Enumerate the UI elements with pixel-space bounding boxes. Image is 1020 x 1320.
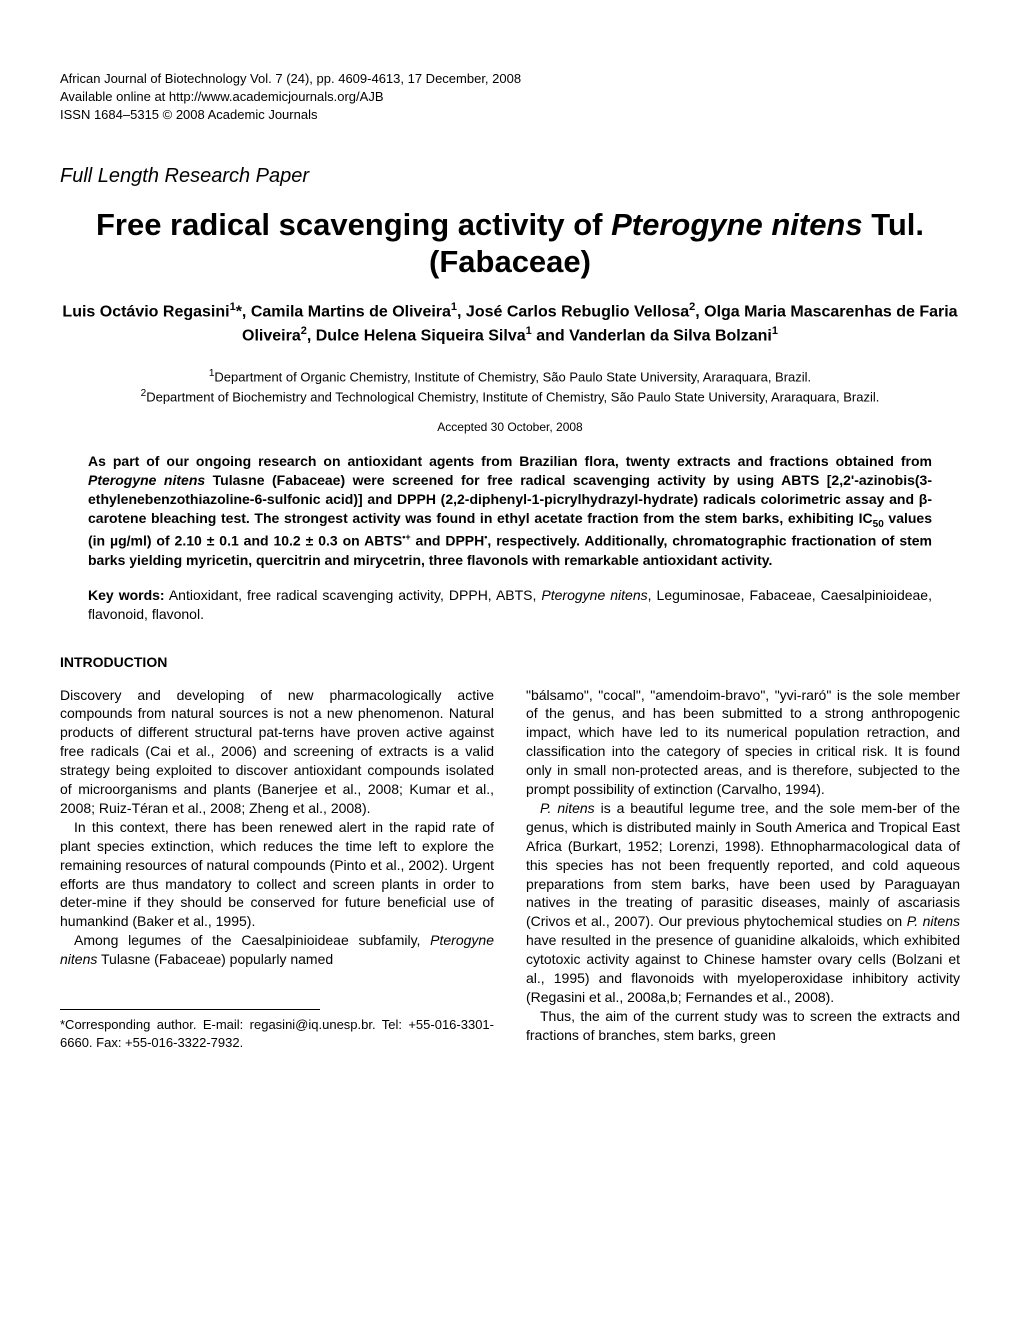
abstract-text-1: As part of our ongoing research on antio… [88, 453, 932, 469]
introduction-heading: INTRODUCTION [60, 654, 960, 670]
author-6-affil: 1 [772, 325, 778, 337]
abstract-text-4: and DPPH [411, 533, 485, 549]
intro-p3-text-1: Among legumes of the Caesalpinioideae su… [74, 932, 430, 948]
affiliation-2: 2Department of Biochemistry and Technolo… [60, 387, 960, 407]
affiliation-1: 1Department of Organic Chemistry, Instit… [60, 367, 960, 387]
author-2: Camila Martins de Oliveira [251, 303, 451, 320]
accepted-date: Accepted 30 October, 2008 [60, 420, 960, 434]
author-1-corresp: *, [236, 303, 251, 320]
affil-1-text: Department of Organic Chemistry, Institu… [214, 370, 811, 385]
corresponding-author-footnote: *Corresponding author. E-mail: regasini@… [60, 1016, 494, 1051]
sep-2: , [457, 303, 466, 320]
author-5: Dulce Helena Siqueira Silva [316, 327, 526, 344]
affil-2-text: Department of Biochemistry and Technolog… [146, 389, 879, 404]
abstract-sup-1: •+ [402, 532, 410, 542]
affiliations: 1Department of Organic Chemistry, Instit… [60, 367, 960, 406]
abstract: As part of our ongoing research on antio… [88, 452, 932, 569]
intro-p1: Discovery and developing of new pharmaco… [60, 686, 494, 818]
title-text-1: Free radical scavenging activity of [96, 207, 611, 242]
footnote-separator [60, 1009, 320, 1010]
keywords: Key words: Antioxidant, free radical sca… [88, 586, 932, 624]
keywords-text-1: Antioxidant, free radical scavenging act… [165, 587, 542, 603]
article-type: Full Length Research Paper [60, 165, 960, 188]
intro-p3: Among legumes of the Caesalpinioideae su… [60, 931, 494, 969]
intro-p5-species-1: P. nitens [540, 800, 595, 816]
journal-url: Available online at http://www.academicj… [60, 88, 960, 106]
intro-p5-text-1: is a beautiful legume tree, and the sole… [526, 800, 960, 929]
keywords-label: Key words: [88, 587, 165, 603]
authors-list: Luis Octávio Regasini 1 *, Camila Martins … [60, 300, 960, 347]
author-6: Vanderlan da Silva Bolzani [569, 327, 772, 344]
sep-4: , [307, 327, 316, 344]
abstract-text-2: Tulasne (Fabaceae) were screened for fre… [88, 472, 932, 526]
author-1: Luis Octávio Regasini [62, 303, 229, 320]
intro-p6: Thus, the aim of the current study was t… [526, 1007, 960, 1045]
article-title: Free radical scavenging activity of Pter… [60, 206, 960, 280]
intro-p4: "bálsamo", "cocal", "amendoim-bravo", "y… [526, 686, 960, 799]
intro-p2: In this context, there has been renewed … [60, 818, 494, 931]
sep-3: , [695, 303, 704, 320]
intro-p5-text-2: have resulted in the presence of guanidi… [526, 932, 960, 1005]
intro-p5-species-2: P. nitens [907, 913, 960, 929]
abstract-sub: 50 [873, 519, 884, 530]
sep-5: and [532, 327, 569, 344]
column-left: Discovery and developing of new pharmaco… [60, 686, 494, 1051]
journal-citation: African Journal of Biotechnology Vol. 7 … [60, 70, 960, 88]
title-species: Pterogyne nitens [611, 207, 863, 242]
abstract-species: Pterogyne nitens [88, 472, 205, 488]
keywords-species: Pterogyne nitens [541, 587, 647, 603]
journal-header: African Journal of Biotechnology Vol. 7 … [60, 70, 960, 125]
body-columns: Discovery and developing of new pharmaco… [60, 686, 960, 1051]
intro-p5: P. nitens is a beautiful legume tree, an… [526, 799, 960, 1007]
author-3: José Carlos Rebuglio Vellosa [466, 303, 689, 320]
journal-issn: ISSN 1684–5315 © 2008 Academic Journals [60, 106, 960, 124]
column-right: "bálsamo", "cocal", "amendoim-bravo", "y… [526, 686, 960, 1051]
intro-p3-text-2: Tulasne (Fabaceae) popularly named [97, 951, 333, 967]
